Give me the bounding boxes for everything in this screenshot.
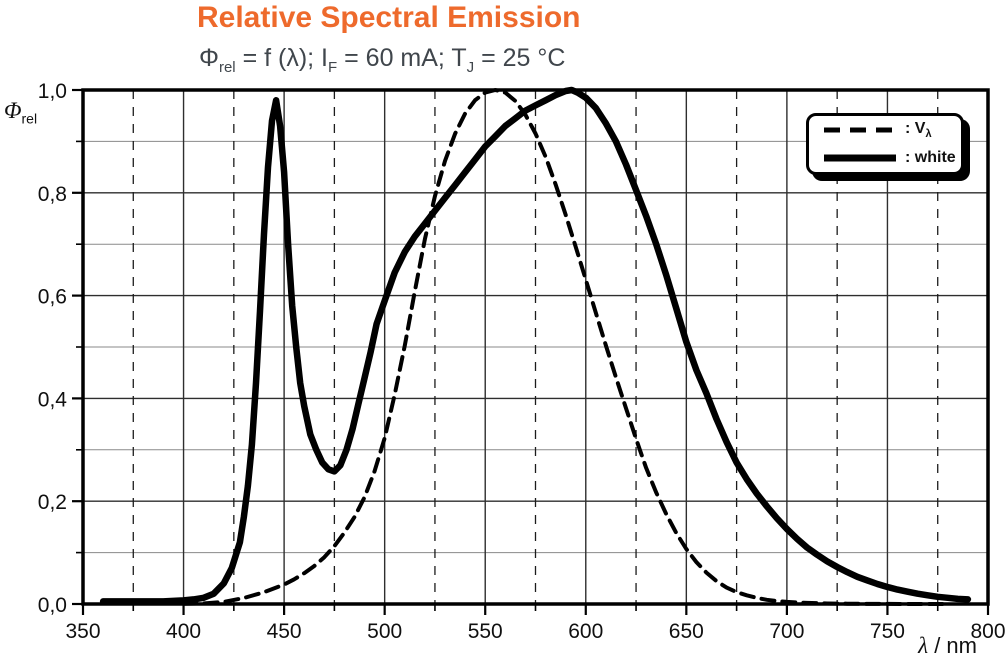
subtitle-tj-sub: J <box>466 59 475 76</box>
x-axis-tick-label: 750 <box>870 620 905 643</box>
x-axis-tick-label: 700 <box>769 620 804 643</box>
y-axis-tick-label: 0,8 <box>38 183 67 206</box>
subtitle-condition-f: = f (λ); I <box>235 44 328 72</box>
y-axis-symbol-sub: rel <box>21 110 38 127</box>
subtitle-condition-current: = 60 mA; T <box>337 44 467 72</box>
y-axis-title: Φrel <box>4 98 37 127</box>
legend-label-vlambda: : Vλ <box>905 119 932 141</box>
y-axis-tick-label: 0,4 <box>38 388 68 411</box>
subtitle-phi-sub: rel <box>218 59 236 76</box>
x-axis-tick-label: 350 <box>65 620 100 643</box>
y-axis-tick-label: 0,2 <box>38 491 67 514</box>
y-axis-symbol: Φ <box>4 98 22 123</box>
legend-entry-white: : white <box>809 147 961 169</box>
x-axis-tick-label: 450 <box>267 620 302 643</box>
x-axis-tick-label: 500 <box>367 620 402 643</box>
legend-entry-vlambda: : Vλ <box>809 119 961 141</box>
x-axis-tick-label: 800 <box>970 620 1005 643</box>
y-axis-tick-label: 0,0 <box>38 594 67 617</box>
x-axis-symbol: λ <box>918 633 929 658</box>
y-axis-tick-label: 1,0 <box>38 80 67 103</box>
x-axis-tick-label: 550 <box>468 620 503 643</box>
y-axis-tick-label: 0,6 <box>38 286 67 309</box>
subtitle-condition-temp: = 25 °C <box>474 44 566 72</box>
x-axis-title: λ / nm <box>918 633 977 659</box>
legend-label-white: : white <box>905 149 956 166</box>
dashed-line-sample <box>824 127 896 133</box>
x-axis-tick-label: 400 <box>166 620 201 643</box>
solid-line-sample <box>824 154 896 162</box>
subtitle-phi: Φ <box>199 44 219 72</box>
x-axis-unit: / nm <box>928 633 977 658</box>
subtitle-if-sub: F <box>328 59 338 76</box>
white-curve <box>99 86 972 605</box>
x-axis-tick-label: 600 <box>568 620 603 643</box>
chart-subtitle: Φrel = f (λ); IF = 60 mA; TJ = 25 °C <box>199 44 565 76</box>
legend-box: : Vλ : white <box>806 113 964 175</box>
vlambda-curve <box>181 88 950 606</box>
chart-title: Relative Spectral Emission <box>197 1 581 34</box>
x-axis-tick-label: 650 <box>669 620 704 643</box>
